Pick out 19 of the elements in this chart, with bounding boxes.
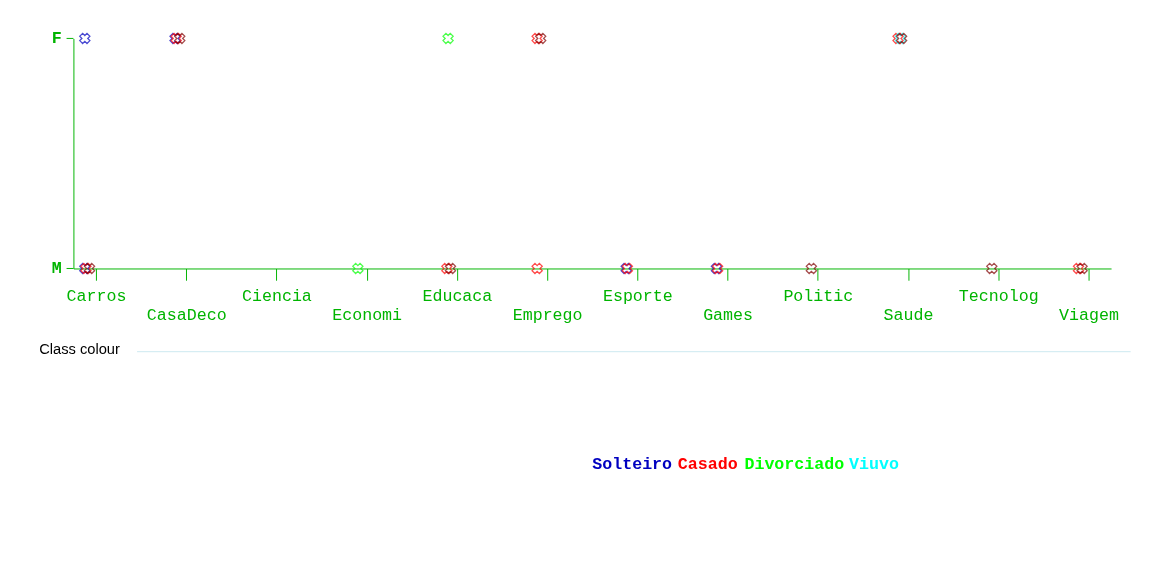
- x-tick-label: Educaca: [422, 287, 493, 307]
- x-tick-label: Games: [703, 305, 754, 325]
- text: Viuvo: [849, 455, 899, 475]
- x-tick-label: Carros: [66, 287, 127, 307]
- x-tick-label: Esporte: [602, 287, 673, 307]
- x-tick-label: Economi: [332, 305, 403, 325]
- text: M: [51, 259, 62, 279]
- text: Casado: [677, 455, 738, 475]
- x-tick-label: Ciencia: [242, 287, 312, 307]
- legend-title: Class colour: [39, 340, 120, 357]
- x-tick-label: Tecnolog: [958, 287, 1039, 307]
- x-tick-label: Saude: [883, 305, 934, 325]
- text: Solteiro: [592, 455, 673, 475]
- text: Divorciado: [744, 455, 845, 475]
- x-tick-label: CasaDeco: [146, 305, 227, 325]
- text: F: [51, 29, 62, 49]
- x-tick-label: Emprego: [512, 305, 583, 325]
- x-tick-label: Viagem: [1059, 305, 1119, 325]
- x-tick-label: Politic: [783, 287, 854, 307]
